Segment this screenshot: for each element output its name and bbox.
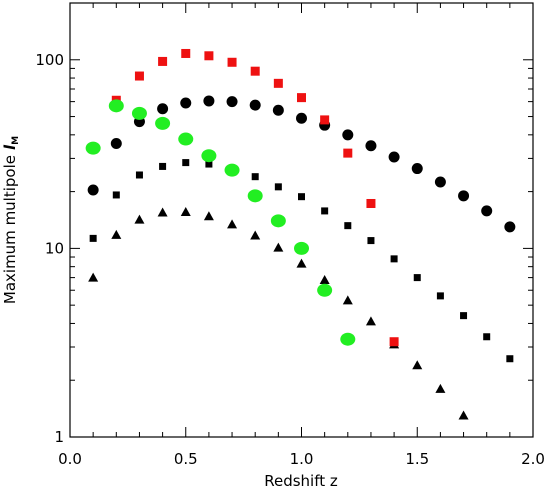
- data-point: [203, 95, 215, 107]
- data-point: [481, 205, 493, 217]
- data-point: [87, 184, 99, 196]
- data-point: [435, 383, 446, 393]
- data-point: [389, 337, 399, 347]
- series-0-circle: [87, 95, 516, 233]
- data-point: [108, 99, 124, 113]
- axis-ticks: [69, 3, 534, 438]
- data-point: [182, 159, 190, 167]
- x-tick-label: 2.0: [521, 450, 545, 468]
- data-point: [111, 229, 122, 239]
- data-point: [412, 360, 423, 370]
- data-point: [250, 66, 260, 76]
- data-point: [296, 112, 307, 124]
- x-axis-title: Redshift z: [264, 472, 338, 490]
- data-point: [413, 274, 421, 282]
- data-point: [434, 176, 446, 188]
- data-point: [504, 221, 516, 233]
- data-point: [460, 312, 468, 320]
- data-point: [155, 116, 171, 130]
- data-point: [89, 234, 97, 242]
- data-point: [365, 316, 376, 326]
- data-point: [227, 219, 238, 229]
- data-point: [344, 222, 352, 230]
- data-point: [178, 132, 194, 146]
- data-point: [270, 214, 286, 228]
- data-point: [320, 115, 330, 125]
- data-point: [319, 274, 330, 284]
- data-point: [227, 57, 237, 67]
- x-tick-label: 0.5: [174, 450, 198, 468]
- data-point: [88, 272, 99, 282]
- data-point: [321, 207, 329, 215]
- data-point: [112, 191, 120, 199]
- data-point: [251, 173, 259, 181]
- data-point: [158, 56, 168, 66]
- data-point: [298, 193, 305, 201]
- data-point: [205, 160, 213, 168]
- y-tick-label: 10: [45, 239, 64, 257]
- data-point: [436, 292, 444, 300]
- data-point: [247, 189, 263, 203]
- data-point: [159, 162, 167, 170]
- y-tick-label: 1: [54, 428, 64, 446]
- data-point: [411, 163, 423, 175]
- y-tick-label: 100: [35, 51, 64, 69]
- data-point: [273, 242, 284, 252]
- data-point: [204, 51, 214, 61]
- data-point: [110, 137, 122, 149]
- data-point: [272, 104, 284, 116]
- y-axis-title-subscript: M: [11, 136, 21, 145]
- data-point: [458, 410, 469, 420]
- data-point: [297, 93, 306, 103]
- data-point: [224, 163, 240, 177]
- data-point: [458, 190, 470, 202]
- tick-labels: 0.0 0.5 1.0 1.5 2.0 1 10 100: [35, 51, 545, 468]
- series-2-triangle: [88, 206, 469, 420]
- data-point: [249, 99, 261, 111]
- data-point: [506, 355, 514, 363]
- y-axis-title-text: Maximum multipole: [1, 155, 19, 304]
- data-point: [85, 141, 101, 155]
- data-point: [273, 78, 283, 88]
- x-tick-label: 1.0: [290, 450, 314, 468]
- data-point: [365, 140, 377, 152]
- y-axis-title-symbol: l: [1, 144, 19, 150]
- data-point: [180, 97, 192, 109]
- data-point: [317, 283, 333, 297]
- data-point: [181, 48, 191, 58]
- data-point: [250, 230, 261, 240]
- data-point: [135, 171, 143, 179]
- data-point: [390, 255, 398, 263]
- series-3-square: [88, 48, 399, 347]
- data-point: [342, 295, 353, 305]
- data-point: [203, 211, 214, 221]
- data-point: [296, 258, 307, 268]
- x-tick-label: 1.5: [405, 450, 429, 468]
- y-axis-title: Maximum multipole lM: [1, 136, 21, 304]
- data-point: [157, 207, 168, 217]
- data-point: [157, 103, 169, 115]
- data-point: [367, 237, 375, 245]
- data-marks: [85, 48, 516, 420]
- data-point: [388, 151, 400, 163]
- data-point: [343, 148, 353, 158]
- data-point: [134, 214, 145, 224]
- x-tick-label: 0.0: [58, 450, 82, 468]
- data-point: [226, 96, 238, 108]
- data-point: [201, 149, 217, 163]
- data-point: [131, 106, 147, 120]
- data-point: [294, 241, 309, 255]
- data-point: [342, 129, 354, 141]
- data-point: [180, 206, 191, 216]
- data-point: [366, 198, 376, 208]
- data-point: [134, 71, 144, 81]
- series-4-ellipse: [85, 99, 356, 346]
- data-point: [483, 333, 491, 341]
- data-point: [274, 183, 282, 191]
- data-point: [340, 332, 356, 346]
